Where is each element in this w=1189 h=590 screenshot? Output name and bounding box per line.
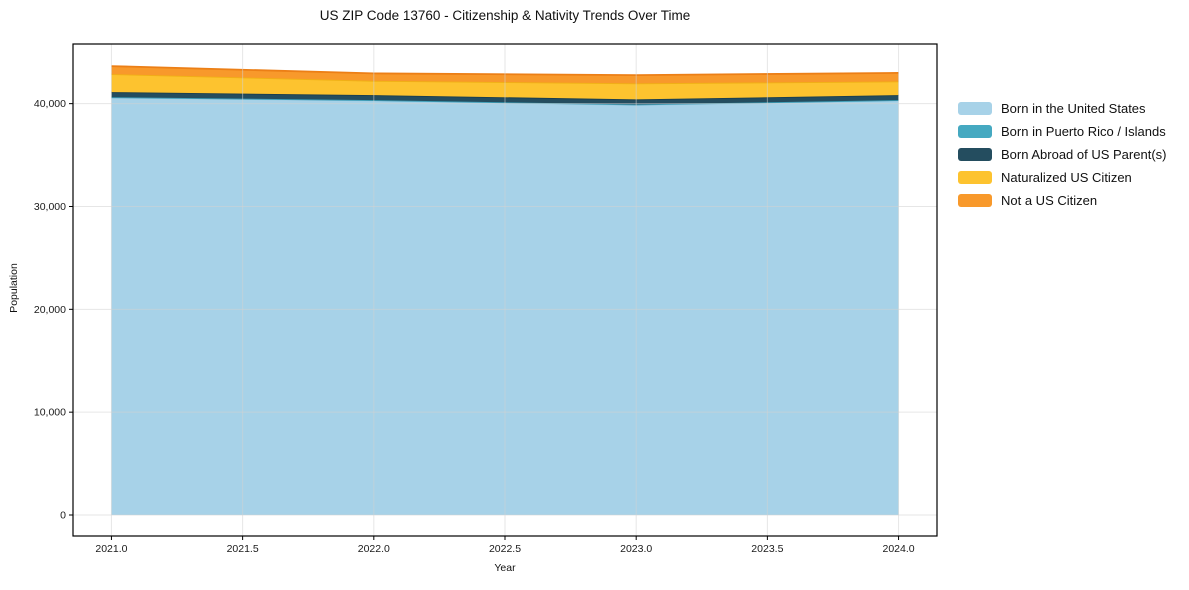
legend-item: Not a US Citizen — [958, 194, 1166, 207]
x-tick-label: 2022.5 — [489, 543, 521, 555]
legend-label: Born in the United States — [1001, 101, 1146, 116]
legend-label: Not a US Citizen — [1001, 193, 1098, 208]
y-tick-label: 20,000 — [34, 304, 66, 316]
x-axis-title: Year — [494, 562, 516, 574]
legend-swatch — [958, 171, 992, 184]
legend-label: Naturalized US Citizen — [1001, 170, 1132, 185]
legend-swatch — [958, 102, 992, 115]
legend-swatch — [958, 194, 992, 207]
y-tick-label: 10,000 — [34, 407, 66, 419]
x-tick-label: 2021.5 — [227, 543, 259, 555]
legend-item: Born in Puerto Rico / Islands — [958, 125, 1166, 138]
x-tick-label: 2024.0 — [882, 543, 914, 555]
y-tick-label: 0 — [60, 510, 66, 522]
x-tick-label: 2021.0 — [95, 543, 127, 555]
x-tick-label: 2023.0 — [620, 543, 652, 555]
legend-swatch — [958, 148, 992, 161]
legend-item: Naturalized US Citizen — [958, 171, 1166, 184]
y-tick-label: 40,000 — [34, 98, 66, 110]
legend-label: Born in Puerto Rico / Islands — [1001, 124, 1166, 139]
legend-item: Born in the United States — [958, 102, 1166, 115]
legend-swatch — [958, 125, 992, 138]
legend-item: Born Abroad of US Parent(s) — [958, 148, 1166, 161]
x-tick-label: 2022.0 — [358, 543, 390, 555]
x-tick-label: 2023.5 — [751, 543, 783, 555]
y-tick-label: 30,000 — [34, 201, 66, 213]
y-axis-title: Population — [8, 263, 20, 313]
legend: Born in the United States Born in Puerto … — [958, 102, 1166, 207]
legend-label: Born Abroad of US Parent(s) — [1001, 147, 1167, 162]
chart-title: US ZIP Code 13760 - Citizenship & Nativi… — [319, 8, 691, 23]
